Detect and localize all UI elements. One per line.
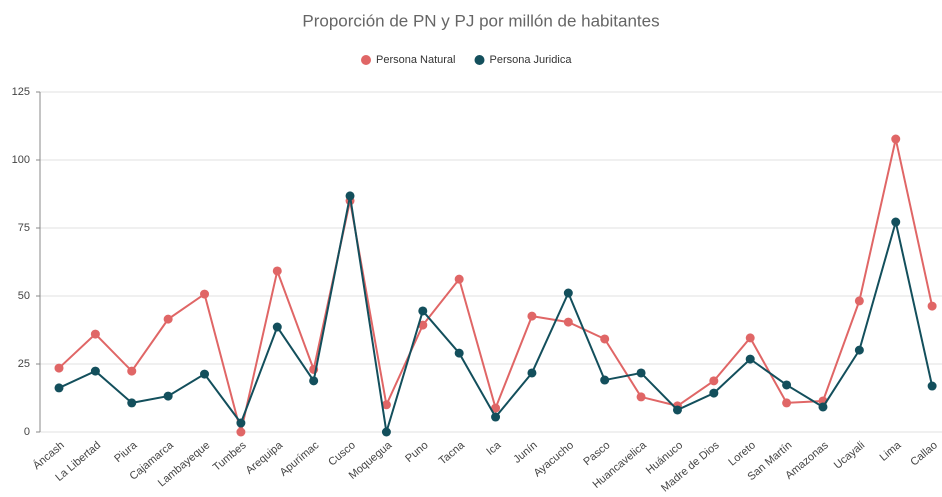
y-tick-label: 75 (18, 222, 30, 234)
data-point (891, 217, 901, 227)
data-point (272, 322, 282, 332)
y-tick-label: 25 (18, 358, 30, 370)
data-point (782, 398, 792, 408)
data-point (163, 391, 173, 401)
data-point (709, 376, 719, 386)
data-point (709, 388, 719, 398)
data-point (854, 345, 864, 355)
legend-label: Persona Natural (376, 54, 456, 66)
y-tick-label: 125 (12, 86, 30, 98)
y-tick-label: 100 (12, 154, 30, 166)
x-tick-label: Callao (908, 439, 940, 468)
data-point (527, 311, 537, 321)
y-tick-label: 50 (18, 290, 30, 302)
data-point (54, 363, 64, 373)
data-point (491, 412, 501, 422)
data-point (600, 334, 610, 344)
data-point (854, 296, 864, 306)
legend-marker (474, 55, 485, 65)
data-point (54, 383, 64, 393)
x-tick-label: Ica (484, 439, 504, 458)
data-point (381, 427, 391, 437)
data-point (563, 288, 573, 298)
data-point (236, 427, 246, 437)
x-tick-label: Puno (403, 439, 430, 465)
data-point (90, 366, 100, 376)
data-point (200, 369, 210, 379)
data-point (818, 402, 828, 412)
data-point (418, 320, 428, 330)
series-line (58, 195, 934, 433)
data-point (927, 381, 937, 391)
x-tick-label: Loreto (726, 439, 758, 468)
x-tick-label: Pasco (581, 439, 612, 468)
data-point (200, 289, 210, 299)
x-tick-label: Ucayali (832, 439, 867, 471)
data-point (527, 368, 537, 378)
series-line (58, 138, 934, 433)
data-point (163, 314, 173, 324)
data-point (745, 354, 755, 364)
data-point (381, 400, 391, 410)
chart-title: Proporción de PN y PJ por millón de habi… (302, 11, 659, 30)
data-point (672, 405, 682, 415)
data-point (272, 266, 282, 276)
x-tick-label: Lima (878, 439, 905, 464)
x-tick-label: Piura (112, 439, 140, 465)
data-point (309, 376, 319, 386)
data-point (636, 392, 646, 402)
legend-marker (361, 55, 371, 65)
data-point (891, 134, 901, 144)
data-point (782, 380, 792, 390)
data-point (745, 333, 755, 343)
y-tick-label: 0 (24, 426, 30, 438)
x-tick-label: Ayacucho (532, 439, 577, 479)
data-point (345, 191, 355, 201)
data-point (127, 398, 137, 408)
data-point (563, 317, 573, 327)
data-point (454, 274, 464, 284)
data-point (454, 348, 464, 358)
legend-label: Persona Juridica (490, 54, 573, 66)
x-tick-label: Tacna (437, 439, 468, 468)
data-point (418, 306, 428, 316)
x-tick-label: Cusco (326, 439, 358, 468)
data-point (600, 375, 610, 385)
data-point (236, 418, 246, 428)
x-tick-label: Junín (511, 439, 539, 465)
x-tick-label: Apurímac (278, 439, 322, 479)
data-point (127, 366, 137, 376)
data-point (636, 368, 646, 378)
data-point (90, 329, 100, 339)
data-point (927, 301, 937, 311)
data-point (491, 403, 501, 413)
